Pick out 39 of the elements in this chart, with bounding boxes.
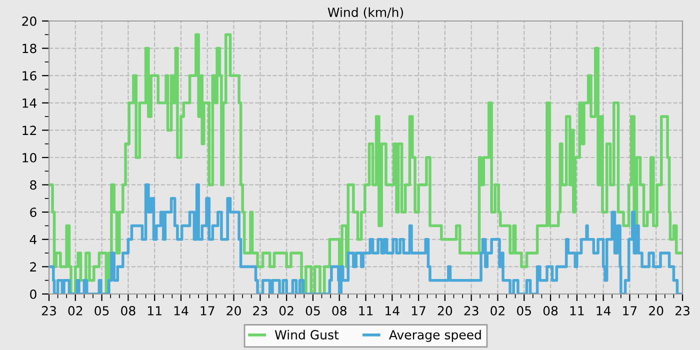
x-tick-label: 23 [675,306,690,316]
x-tick-label: 11 [570,306,584,316]
x-tick-label: 02 [279,306,294,316]
y-tick-label: 2 [30,262,36,272]
y-tick-label: 6 [30,208,36,218]
x-tick-label: 02 [68,306,82,316]
y-tick-label: 4 [30,235,36,244]
x-tick-label: 11 [148,306,162,316]
legend-label: Average speed [389,330,481,342]
x-tick-label: 14 [596,306,611,316]
x-tick-label: 11 [359,306,373,316]
x-tick-label: 08 [121,306,136,316]
y-tick-label: 20 [22,16,36,26]
y-tick-label: 8 [30,180,36,190]
x-tick-label: 02 [490,306,504,316]
x-tick-label: 14 [174,306,188,316]
x-tick-label: 23 [464,306,478,316]
y-tick-label: 14 [22,98,36,108]
chart-title: Wind (km/h) [328,7,404,18]
x-tick-label: 08 [332,306,346,316]
x-tick-label: 05 [94,306,109,316]
x-tick-label: 05 [516,306,531,316]
y-tick-label: 10 [22,152,36,162]
y-tick-label: 18 [22,44,36,54]
x-tick-label: 20 [226,306,241,316]
x-tick-label: 20 [649,306,664,316]
x-tick-label: 14 [386,306,400,316]
y-tick-label: 12 [22,126,36,135]
x-tick-label: 23 [42,306,56,316]
legend-label: Wind Gust [274,330,339,340]
x-tick-label: 17 [412,306,426,316]
x-tick-label: 08 [543,306,558,316]
x-tick-label: 17 [623,306,637,316]
y-tick-label: 0 [30,289,36,299]
y-tick-label: 16 [22,71,36,81]
x-tick-label: 17 [200,306,214,316]
x-tick-label: 20 [438,306,452,316]
x-tick-label: 05 [306,306,320,316]
x-tick-label: 23 [253,306,268,316]
